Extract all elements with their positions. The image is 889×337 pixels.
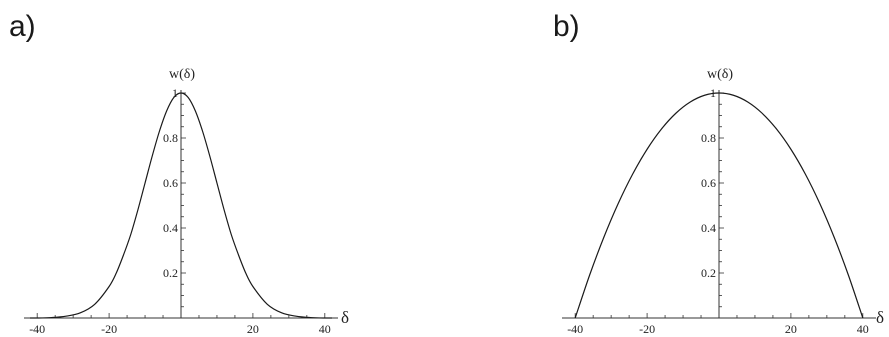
a-y-axis-title: w(δ) [169, 67, 195, 82]
a-x-tick-label: 40 [319, 322, 331, 336]
a-x-tick-label: -40 [29, 322, 45, 336]
b-y-tick-label: 0.8 [701, 131, 716, 145]
a-series-line [29, 92, 333, 319]
a-x-axis-title: δ [341, 308, 349, 327]
b-x-tick-label: 20 [785, 322, 797, 336]
panel-a-label: a) [9, 10, 36, 43]
b-y-tick-label: 0.6 [701, 176, 716, 190]
panel-b-label: b) [553, 10, 580, 43]
b-series-line [574, 92, 864, 319]
b-y-tick-label: 0.4 [701, 221, 716, 235]
a-y-tick-label: 0.6 [163, 176, 178, 190]
b-x-tick-label: 40 [857, 322, 869, 336]
a-y-tick-label: 0.2 [163, 266, 178, 280]
b-x-tick-label: -20 [639, 322, 655, 336]
b-x-tick-label: -40 [567, 322, 583, 336]
a-x-tick-label: 20 [247, 322, 259, 336]
a-y-tick-label: 0.8 [163, 131, 178, 145]
b-y-axis-title: w(δ) [707, 67, 733, 82]
a-y-tick-label: 0.4 [163, 221, 178, 235]
a-y-tick-label: 1 [172, 86, 178, 100]
a-x-tick-label: -20 [101, 322, 117, 336]
b-y-tick-label: 0.2 [701, 266, 716, 280]
b-x-axis-title: δ [876, 308, 884, 327]
